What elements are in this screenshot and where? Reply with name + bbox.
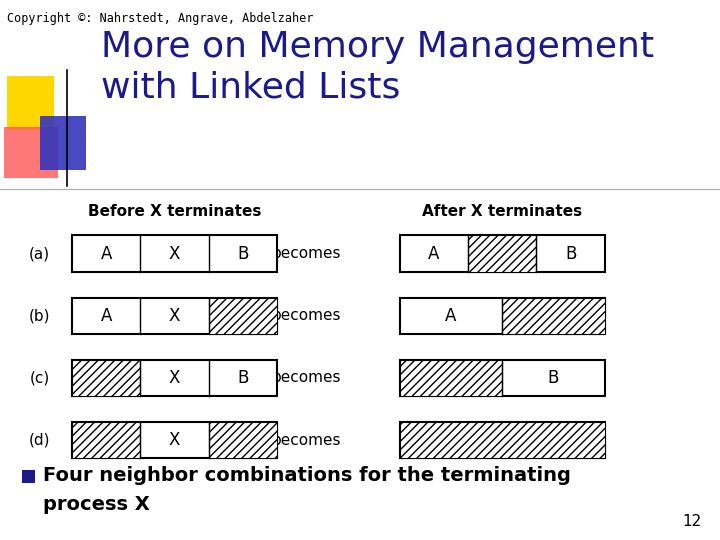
- Bar: [72, 422, 140, 458]
- Text: B: B: [565, 245, 576, 263]
- Bar: [209, 298, 277, 334]
- Text: After X terminates: After X terminates: [422, 204, 582, 219]
- Text: (d): (d): [29, 433, 50, 448]
- Bar: [400, 235, 605, 272]
- Bar: [400, 360, 503, 396]
- Text: More on Memory Management
with Linked Lists: More on Memory Management with Linked Li…: [101, 30, 654, 104]
- Bar: [400, 298, 605, 334]
- Text: process X: process X: [43, 495, 150, 515]
- Bar: [40, 116, 86, 170]
- Bar: [400, 422, 605, 458]
- Bar: [400, 422, 605, 458]
- Text: becomes: becomes: [271, 370, 341, 386]
- Text: Four neighbor combinations for the terminating: Four neighbor combinations for the termi…: [43, 465, 571, 485]
- Bar: [72, 360, 277, 396]
- Text: A: A: [445, 307, 456, 325]
- Text: becomes: becomes: [271, 246, 341, 261]
- Text: A: A: [101, 245, 112, 263]
- Text: Before X terminates: Before X terminates: [88, 204, 261, 219]
- Text: A: A: [428, 245, 439, 263]
- Text: B: B: [238, 245, 248, 263]
- Bar: [468, 235, 536, 272]
- Bar: [72, 360, 140, 396]
- Bar: [72, 298, 277, 334]
- Bar: [72, 422, 277, 458]
- Bar: [22, 470, 35, 483]
- Bar: [503, 298, 605, 334]
- Bar: [4, 127, 58, 178]
- Bar: [72, 235, 277, 272]
- Text: (c): (c): [30, 370, 50, 386]
- Text: becomes: becomes: [271, 433, 341, 448]
- Text: (b): (b): [29, 308, 50, 323]
- Text: becomes: becomes: [271, 308, 341, 323]
- Text: A: A: [101, 307, 112, 325]
- Text: X: X: [169, 245, 180, 263]
- Text: B: B: [548, 369, 559, 387]
- Text: X: X: [169, 307, 180, 325]
- Text: 12: 12: [683, 514, 702, 529]
- Bar: [209, 422, 277, 458]
- Bar: [400, 360, 605, 396]
- Text: X: X: [169, 431, 180, 449]
- Bar: [7, 76, 54, 130]
- Text: (a): (a): [29, 246, 50, 261]
- Text: B: B: [238, 369, 248, 387]
- Text: X: X: [169, 369, 180, 387]
- Text: Copyright ©: Nahrstedt, Angrave, Abdelzaher: Copyright ©: Nahrstedt, Angrave, Abdelza…: [7, 12, 314, 25]
